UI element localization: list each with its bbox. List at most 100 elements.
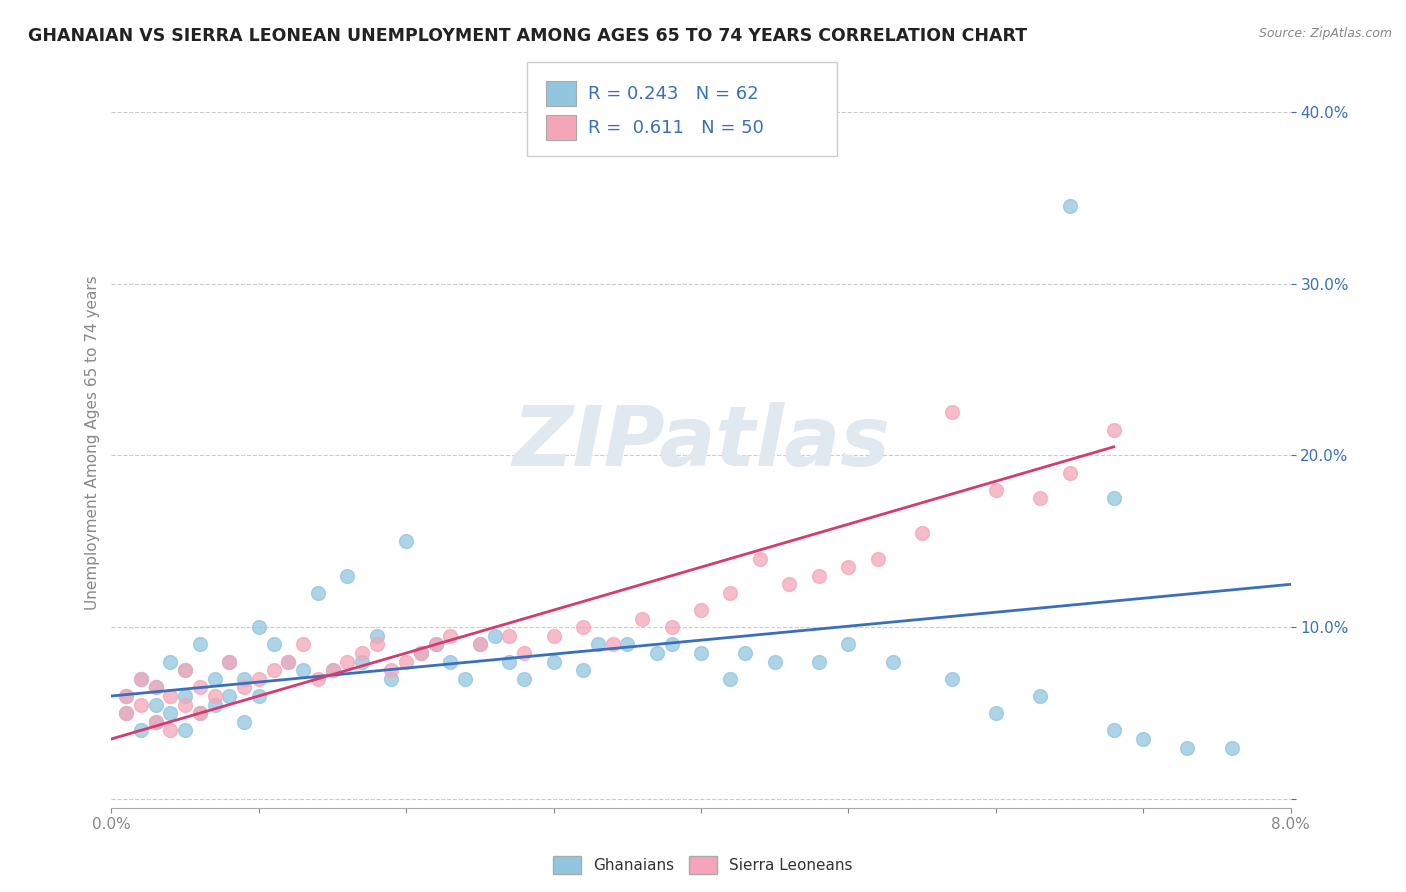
Point <box>439 629 461 643</box>
Point <box>661 637 683 651</box>
Point <box>233 714 256 729</box>
Point <box>1059 466 1081 480</box>
Point <box>159 723 181 738</box>
Point <box>247 620 270 634</box>
Point <box>145 698 167 712</box>
Text: ZIPatlas: ZIPatlas <box>512 402 890 483</box>
Point <box>204 672 226 686</box>
Point <box>837 560 859 574</box>
Point <box>645 646 668 660</box>
Point <box>204 689 226 703</box>
Point <box>1177 740 1199 755</box>
Text: R = 0.243   N = 62: R = 0.243 N = 62 <box>588 85 758 103</box>
Point <box>1029 491 1052 506</box>
Point <box>145 714 167 729</box>
Point <box>188 706 211 721</box>
Point <box>468 637 491 651</box>
Point <box>1059 199 1081 213</box>
Point <box>115 706 138 721</box>
Point <box>218 655 240 669</box>
Point <box>807 568 830 582</box>
Point <box>247 689 270 703</box>
Point <box>1102 723 1125 738</box>
Point <box>763 655 786 669</box>
Point <box>145 681 167 695</box>
Point <box>174 663 197 677</box>
Point <box>129 672 152 686</box>
Point <box>218 655 240 669</box>
Point <box>321 663 343 677</box>
Point <box>941 405 963 419</box>
Point <box>1029 689 1052 703</box>
Point <box>984 706 1007 721</box>
Point <box>454 672 477 686</box>
Point <box>1220 740 1243 755</box>
Point <box>498 629 520 643</box>
Point <box>292 637 315 651</box>
Point <box>307 672 329 686</box>
Point <box>380 672 402 686</box>
Point <box>188 706 211 721</box>
Point <box>115 689 138 703</box>
Point <box>350 646 373 660</box>
Point <box>145 681 167 695</box>
Point <box>233 681 256 695</box>
Point <box>409 646 432 660</box>
Point <box>145 714 167 729</box>
Point <box>336 655 359 669</box>
Point <box>159 689 181 703</box>
Point <box>218 689 240 703</box>
Text: R =  0.611   N = 50: R = 0.611 N = 50 <box>588 119 763 136</box>
Point <box>129 723 152 738</box>
Point <box>468 637 491 651</box>
Point <box>174 698 197 712</box>
Point <box>941 672 963 686</box>
Point <box>572 620 595 634</box>
Legend: Ghanaians, Sierra Leoneans: Ghanaians, Sierra Leoneans <box>547 850 859 880</box>
Point <box>498 655 520 669</box>
Point <box>543 629 565 643</box>
Point <box>174 663 197 677</box>
Point <box>586 637 609 651</box>
Point <box>321 663 343 677</box>
Point <box>661 620 683 634</box>
Point <box>602 637 624 651</box>
Point <box>439 655 461 669</box>
Point <box>159 706 181 721</box>
Point <box>395 534 418 549</box>
Point <box>807 655 830 669</box>
Text: Source: ZipAtlas.com: Source: ZipAtlas.com <box>1258 27 1392 40</box>
Point <box>882 655 904 669</box>
Point <box>484 629 506 643</box>
Y-axis label: Unemployment Among Ages 65 to 74 years: Unemployment Among Ages 65 to 74 years <box>86 276 100 610</box>
Point <box>292 663 315 677</box>
Point <box>336 568 359 582</box>
Point <box>631 612 654 626</box>
Point <box>425 637 447 651</box>
Point <box>277 655 299 669</box>
Point <box>690 646 713 660</box>
Point <box>115 706 138 721</box>
Point <box>866 551 889 566</box>
Point <box>543 655 565 669</box>
Point <box>513 672 536 686</box>
Point <box>1132 731 1154 746</box>
Point <box>734 646 756 660</box>
Point <box>247 672 270 686</box>
Point <box>263 663 285 677</box>
Point <box>690 603 713 617</box>
Point <box>425 637 447 651</box>
Point <box>233 672 256 686</box>
Point <box>204 698 226 712</box>
Point <box>720 586 742 600</box>
Point <box>513 646 536 660</box>
Point <box>395 655 418 669</box>
Point <box>129 698 152 712</box>
Point <box>778 577 800 591</box>
Point <box>837 637 859 651</box>
Point <box>984 483 1007 497</box>
Point <box>174 689 197 703</box>
Point <box>174 723 197 738</box>
Point <box>366 637 388 651</box>
Point <box>616 637 638 651</box>
